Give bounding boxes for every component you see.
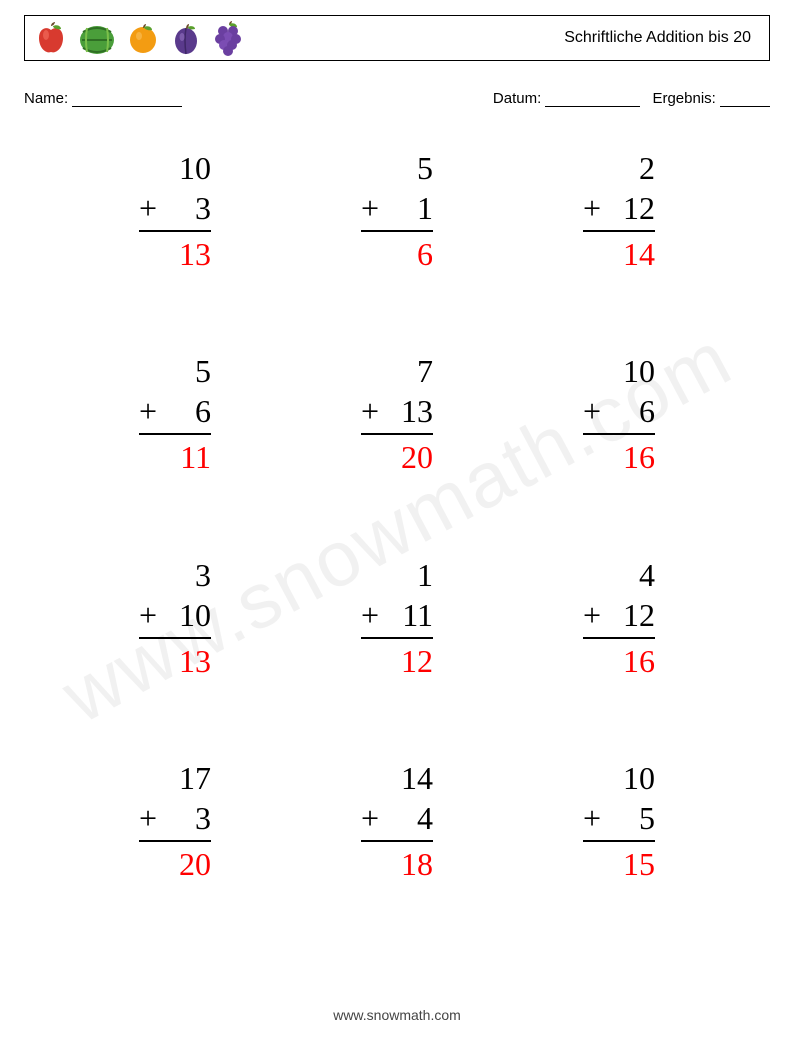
addend-bottom: 12 [611, 595, 655, 635]
operator: + [361, 188, 389, 228]
operator: + [139, 188, 167, 228]
problem: 17+3 20 [64, 750, 286, 953]
problems-grid: 10+3135+162+12145+6117+132010+6163+10131… [24, 140, 770, 953]
problem-stack: 10+3 13 [139, 148, 211, 274]
date-label: Datum: [493, 90, 541, 107]
addend-bottom: 3 [167, 188, 211, 228]
addend-top: 5 [167, 351, 211, 391]
problem: 10+3 13 [64, 140, 286, 343]
problem-stack: 1+11 12 [361, 555, 433, 681]
operator: + [139, 798, 167, 838]
problem: 7+13 20 [286, 343, 508, 546]
addend-bottom: 12 [611, 188, 655, 228]
addend-bottom: 6 [167, 391, 211, 431]
addend-top: 1 [389, 555, 433, 595]
problem: 4+12 16 [508, 547, 730, 750]
operator: + [583, 188, 611, 228]
name-blank[interactable] [72, 92, 182, 107]
result-blank[interactable] [720, 92, 770, 107]
problem-stack: 7+13 20 [361, 351, 433, 477]
header-bar: Schriftliche Addition bis 20 [24, 15, 770, 61]
operator: + [361, 391, 389, 431]
operator: + [361, 798, 389, 838]
addend-top: 4 [611, 555, 655, 595]
addend-bottom: 13 [389, 391, 433, 431]
operator: + [139, 391, 167, 431]
answer: 6 [389, 234, 433, 274]
answer: 20 [167, 844, 211, 884]
grapes-icon [211, 19, 247, 57]
problem-stack: 5+1 6 [361, 148, 433, 274]
name-label: Name: [24, 90, 68, 107]
problem: 2+12 14 [508, 140, 730, 343]
operator: + [583, 595, 611, 635]
result-label: Ergebnis: [652, 90, 715, 107]
problem: 10+6 16 [508, 343, 730, 546]
answer: 13 [167, 641, 211, 681]
operator: + [583, 391, 611, 431]
problem: 1+11 12 [286, 547, 508, 750]
melon-icon [77, 20, 117, 56]
answer: 13 [167, 234, 211, 274]
addend-top: 10 [611, 758, 655, 798]
problem-stack: 17+3 20 [139, 758, 211, 884]
date-blank[interactable] [545, 92, 640, 107]
problem-stack: 5+6 11 [139, 351, 211, 477]
answer: 12 [389, 641, 433, 681]
problem-stack: 3+10 13 [139, 555, 211, 681]
addend-top: 3 [167, 555, 211, 595]
answer: 20 [389, 437, 433, 477]
problem: 14+4 18 [286, 750, 508, 953]
problem-stack: 2+12 14 [583, 148, 655, 274]
worksheet-page: www.snowmath.com [0, 0, 794, 1053]
addend-top: 10 [167, 148, 211, 188]
addend-top: 7 [389, 351, 433, 391]
operator: + [361, 595, 389, 635]
addend-top: 5 [389, 148, 433, 188]
problem: 3+10 13 [64, 547, 286, 750]
addend-top: 14 [389, 758, 433, 798]
problem: 10+5 15 [508, 750, 730, 953]
problem: 5+6 11 [64, 343, 286, 546]
addend-bottom: 10 [167, 595, 211, 635]
plum-icon [169, 20, 203, 56]
addend-bottom: 5 [611, 798, 655, 838]
operator: + [139, 595, 167, 635]
meta-row: Name: Datum: Ergebnis: [24, 90, 770, 107]
answer: 18 [389, 844, 433, 884]
apple-icon [33, 20, 69, 56]
answer: 14 [611, 234, 655, 274]
answer: 15 [611, 844, 655, 884]
problem: 5+1 6 [286, 140, 508, 343]
addend-bottom: 3 [167, 798, 211, 838]
addend-top: 2 [611, 148, 655, 188]
answer: 11 [167, 437, 211, 477]
fruit-row [33, 19, 247, 57]
footer: www.snowmath.com [0, 1007, 794, 1023]
operator: + [583, 798, 611, 838]
answer: 16 [611, 437, 655, 477]
addend-bottom: 4 [389, 798, 433, 838]
addend-bottom: 6 [611, 391, 655, 431]
orange-icon [125, 20, 161, 56]
problem-stack: 14+4 18 [361, 758, 433, 884]
problem-stack: 10+6 16 [583, 351, 655, 477]
addend-top: 17 [167, 758, 211, 798]
problem-stack: 4+12 16 [583, 555, 655, 681]
addend-bottom: 11 [389, 595, 433, 635]
addend-top: 10 [611, 351, 655, 391]
worksheet-title: Schriftliche Addition bis 20 [564, 29, 759, 47]
problem-stack: 10+5 15 [583, 758, 655, 884]
addend-bottom: 1 [389, 188, 433, 228]
answer: 16 [611, 641, 655, 681]
